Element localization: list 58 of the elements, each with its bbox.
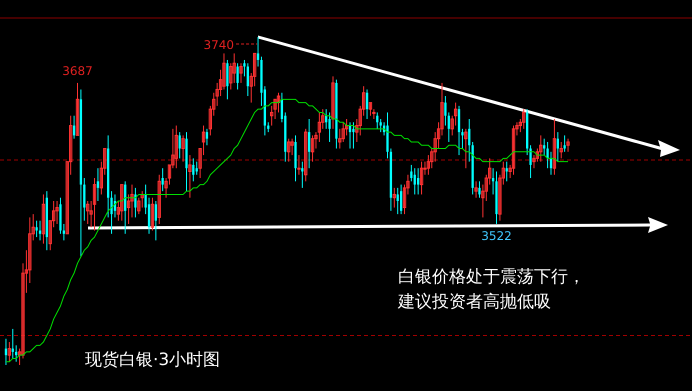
candlestick [420,161,424,195]
candlestick [464,128,468,169]
candlestick [539,134,542,162]
text: 现货白银·3小时图 [85,350,220,370]
candlestick [236,62,239,90]
candlestick [86,200,90,224]
candlestick [376,112,378,130]
candlestick [566,138,570,152]
candlestick [55,200,59,224]
candlestick [396,187,399,215]
candlestick [522,108,526,130]
candlestick [304,128,308,182]
candlestick [76,82,80,136]
candlestick [42,194,46,244]
candlestick [92,178,96,232]
candlestick [246,62,249,97]
candlestick [301,161,304,188]
candlestick [556,132,559,162]
candlestick [506,161,508,182]
candlestick [414,168,416,195]
candlestick [239,62,243,84]
candlestick [196,161,198,176]
candlestick [474,180,478,198]
candlestick [287,138,290,162]
candlestick [512,125,516,176]
annotation: 白银价格处于震荡下行， [398,267,585,287]
candlestick [150,197,154,232]
candlestick [552,118,556,176]
candlestick [560,141,563,159]
annotation: 3740 [203,38,234,52]
candlestick [154,200,158,241]
candlestick [158,174,161,224]
candlestick [12,328,14,359]
candlestick [392,187,396,208]
candlestick [400,184,402,215]
candlestick [368,102,372,116]
candlestick [120,184,124,222]
candlestick [192,158,194,182]
candlestick [331,76,335,130]
candlestick [563,134,566,152]
candlestick [178,132,181,159]
candlestick [416,168,420,195]
candlestick [461,128,464,150]
candlestick [310,134,314,162]
candlestick [308,118,310,169]
candlestick [35,220,38,238]
candlestick [188,154,192,198]
candlestick [181,134,185,162]
candlestick [444,96,447,126]
candlestick [174,125,178,169]
annotation: 3522 [481,228,512,243]
annotation: 建议投资者高抛低吸 [397,292,551,312]
candlestick [226,59,229,100]
candlestick [38,220,42,241]
candlestick [8,342,12,362]
candlestick [134,187,137,218]
candlestick [162,168,164,192]
annotation: 3687 [62,64,93,78]
